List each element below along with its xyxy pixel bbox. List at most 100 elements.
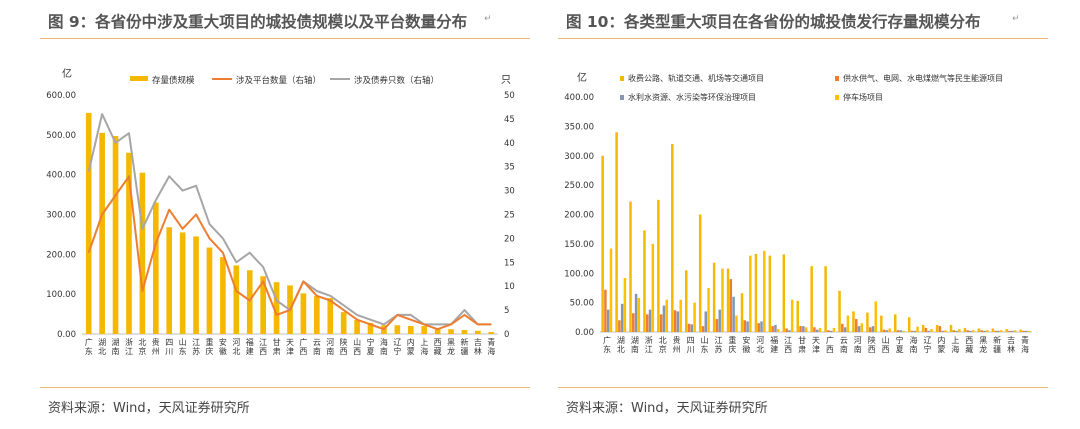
fig10-bar	[732, 296, 735, 332]
fig9-y-tick-label: 500.00	[46, 131, 76, 141]
fig10-bar	[782, 254, 786, 332]
fig9-bar	[461, 330, 468, 334]
fig10-bar	[824, 266, 827, 332]
fig10-bar	[657, 199, 660, 332]
fig9-y2-tick-label: 10	[504, 282, 515, 292]
fig9-x-tick-label: 河北	[232, 337, 240, 356]
fig10-bar	[643, 230, 646, 332]
fig10-bar	[804, 327, 808, 332]
fig10-bar	[980, 330, 983, 332]
fig9-bar	[434, 328, 441, 334]
fig9-x-tick-label: 福建	[246, 338, 254, 356]
fig9-bar	[367, 322, 374, 334]
fig9-bar	[99, 132, 105, 334]
fig10-bar	[620, 303, 624, 332]
fig9-x-tick-label: 西藏	[434, 338, 442, 356]
fig10-bar	[698, 214, 702, 332]
fig10-y-tick-label: 350.00	[564, 122, 594, 132]
fig10-bar	[790, 299, 794, 332]
fig10-bar	[935, 324, 939, 332]
fig10-bar	[913, 330, 917, 332]
fig9-y-tick-label: 400.00	[46, 171, 76, 181]
fig10-x-tick-label: 河南	[854, 335, 862, 354]
fig10-bar	[749, 255, 752, 332]
fig10-x-tick-label: 内蒙	[937, 335, 945, 354]
fig10-bar	[606, 309, 610, 332]
fig10-title-para-mark: ↵	[1012, 14, 1020, 24]
fig10-bar	[1005, 329, 1009, 332]
fig10-bar	[637, 297, 641, 332]
fig10-x-tick-label: 重庆	[728, 335, 736, 354]
fig9-y-tick-label: 600.00	[46, 91, 76, 101]
fig10-bar	[774, 324, 777, 332]
fig10-x-tick-label: 云南	[840, 336, 848, 354]
fig9-x-tick-label: 黑龙	[447, 338, 455, 356]
fig9-top-rule	[40, 38, 530, 39]
fig10-bar	[704, 311, 708, 332]
fig10-bar	[634, 293, 638, 332]
fig10-bar	[623, 277, 627, 332]
fig10-source: 资料来源：Wind，天风证券研究所	[566, 401, 768, 416]
fig10-bar	[958, 329, 961, 332]
fig9-y-tick-label: 200.00	[46, 250, 76, 260]
fig10-bar	[693, 302, 696, 332]
fig9-bar	[327, 298, 334, 334]
fig10-bar	[735, 315, 738, 332]
fig9-bar	[488, 332, 495, 334]
fig10-bar	[776, 329, 780, 332]
fig10-bar	[618, 320, 621, 332]
fig10-bar	[763, 250, 766, 332]
fig9-bar	[421, 326, 428, 334]
fig10-bar	[880, 315, 883, 332]
fig9-x-tick-label: 新疆	[460, 337, 468, 356]
fig10-x-tick-label: 天津	[812, 336, 820, 354]
fig10-bar	[676, 311, 680, 332]
fig9-x-tick-label: 吉林	[474, 338, 482, 356]
fig10-bar	[796, 300, 799, 332]
fig10-bar	[852, 311, 855, 332]
fig10-bar	[601, 155, 604, 332]
fig10-bar	[629, 201, 632, 332]
fig10-x-tick-label: 福建	[770, 336, 778, 354]
fig10-bar	[941, 330, 944, 332]
fig10-legend-swatch	[620, 95, 624, 100]
fig10-y-tick-label: 200.00	[564, 211, 594, 221]
fig10-bar	[802, 326, 805, 332]
fig10-bar	[846, 315, 850, 332]
fig10-bar	[930, 329, 933, 332]
fig10-legend-label: 停车场项目	[843, 92, 883, 102]
fig9-bar	[246, 270, 253, 334]
fig10-y-axis-unit: 亿	[577, 71, 587, 84]
fig10-bar	[888, 328, 891, 332]
fig9-bar	[448, 329, 454, 334]
fig10-bar	[701, 326, 705, 332]
fig10-bar	[882, 329, 886, 332]
fig10-bar	[1019, 329, 1022, 332]
fig9-bar	[407, 326, 414, 334]
fig10-bar	[986, 330, 989, 332]
fig10-bar	[810, 266, 813, 332]
fig9-x-tick-label: 贵州	[152, 337, 160, 356]
fig10-x-tick-label: 新疆	[993, 335, 1001, 354]
fig10-y-tick-label: 100.00	[564, 269, 594, 279]
fig9-x-tick-label: 辽宁	[393, 338, 401, 356]
fig10-bar	[743, 320, 747, 332]
fig9-bar	[206, 247, 213, 334]
fig10-bar	[843, 327, 847, 332]
fig10-bar	[1022, 330, 1025, 332]
fig9-y2-tick-label: 45	[504, 115, 515, 125]
fig10-bar	[955, 330, 958, 332]
fig10-bar	[868, 327, 872, 332]
fig10-bar	[721, 268, 724, 332]
fig10-bar	[916, 326, 919, 332]
fig10-x-tick-label: 广西	[826, 335, 834, 354]
fig9-x-tick-label: 海南	[380, 337, 388, 356]
fig9-y2-tick-label: 30	[504, 187, 515, 197]
fig10-bar	[994, 330, 997, 332]
fig10-bar	[832, 327, 836, 332]
fig10-legend-swatch	[835, 95, 839, 100]
fig10-x-tick-label: 北京	[659, 336, 667, 354]
fig10-y-tick-label: 400.00	[564, 93, 594, 103]
fig10-bar	[760, 321, 763, 332]
fig9-y2-tick-label: 25	[504, 211, 515, 221]
